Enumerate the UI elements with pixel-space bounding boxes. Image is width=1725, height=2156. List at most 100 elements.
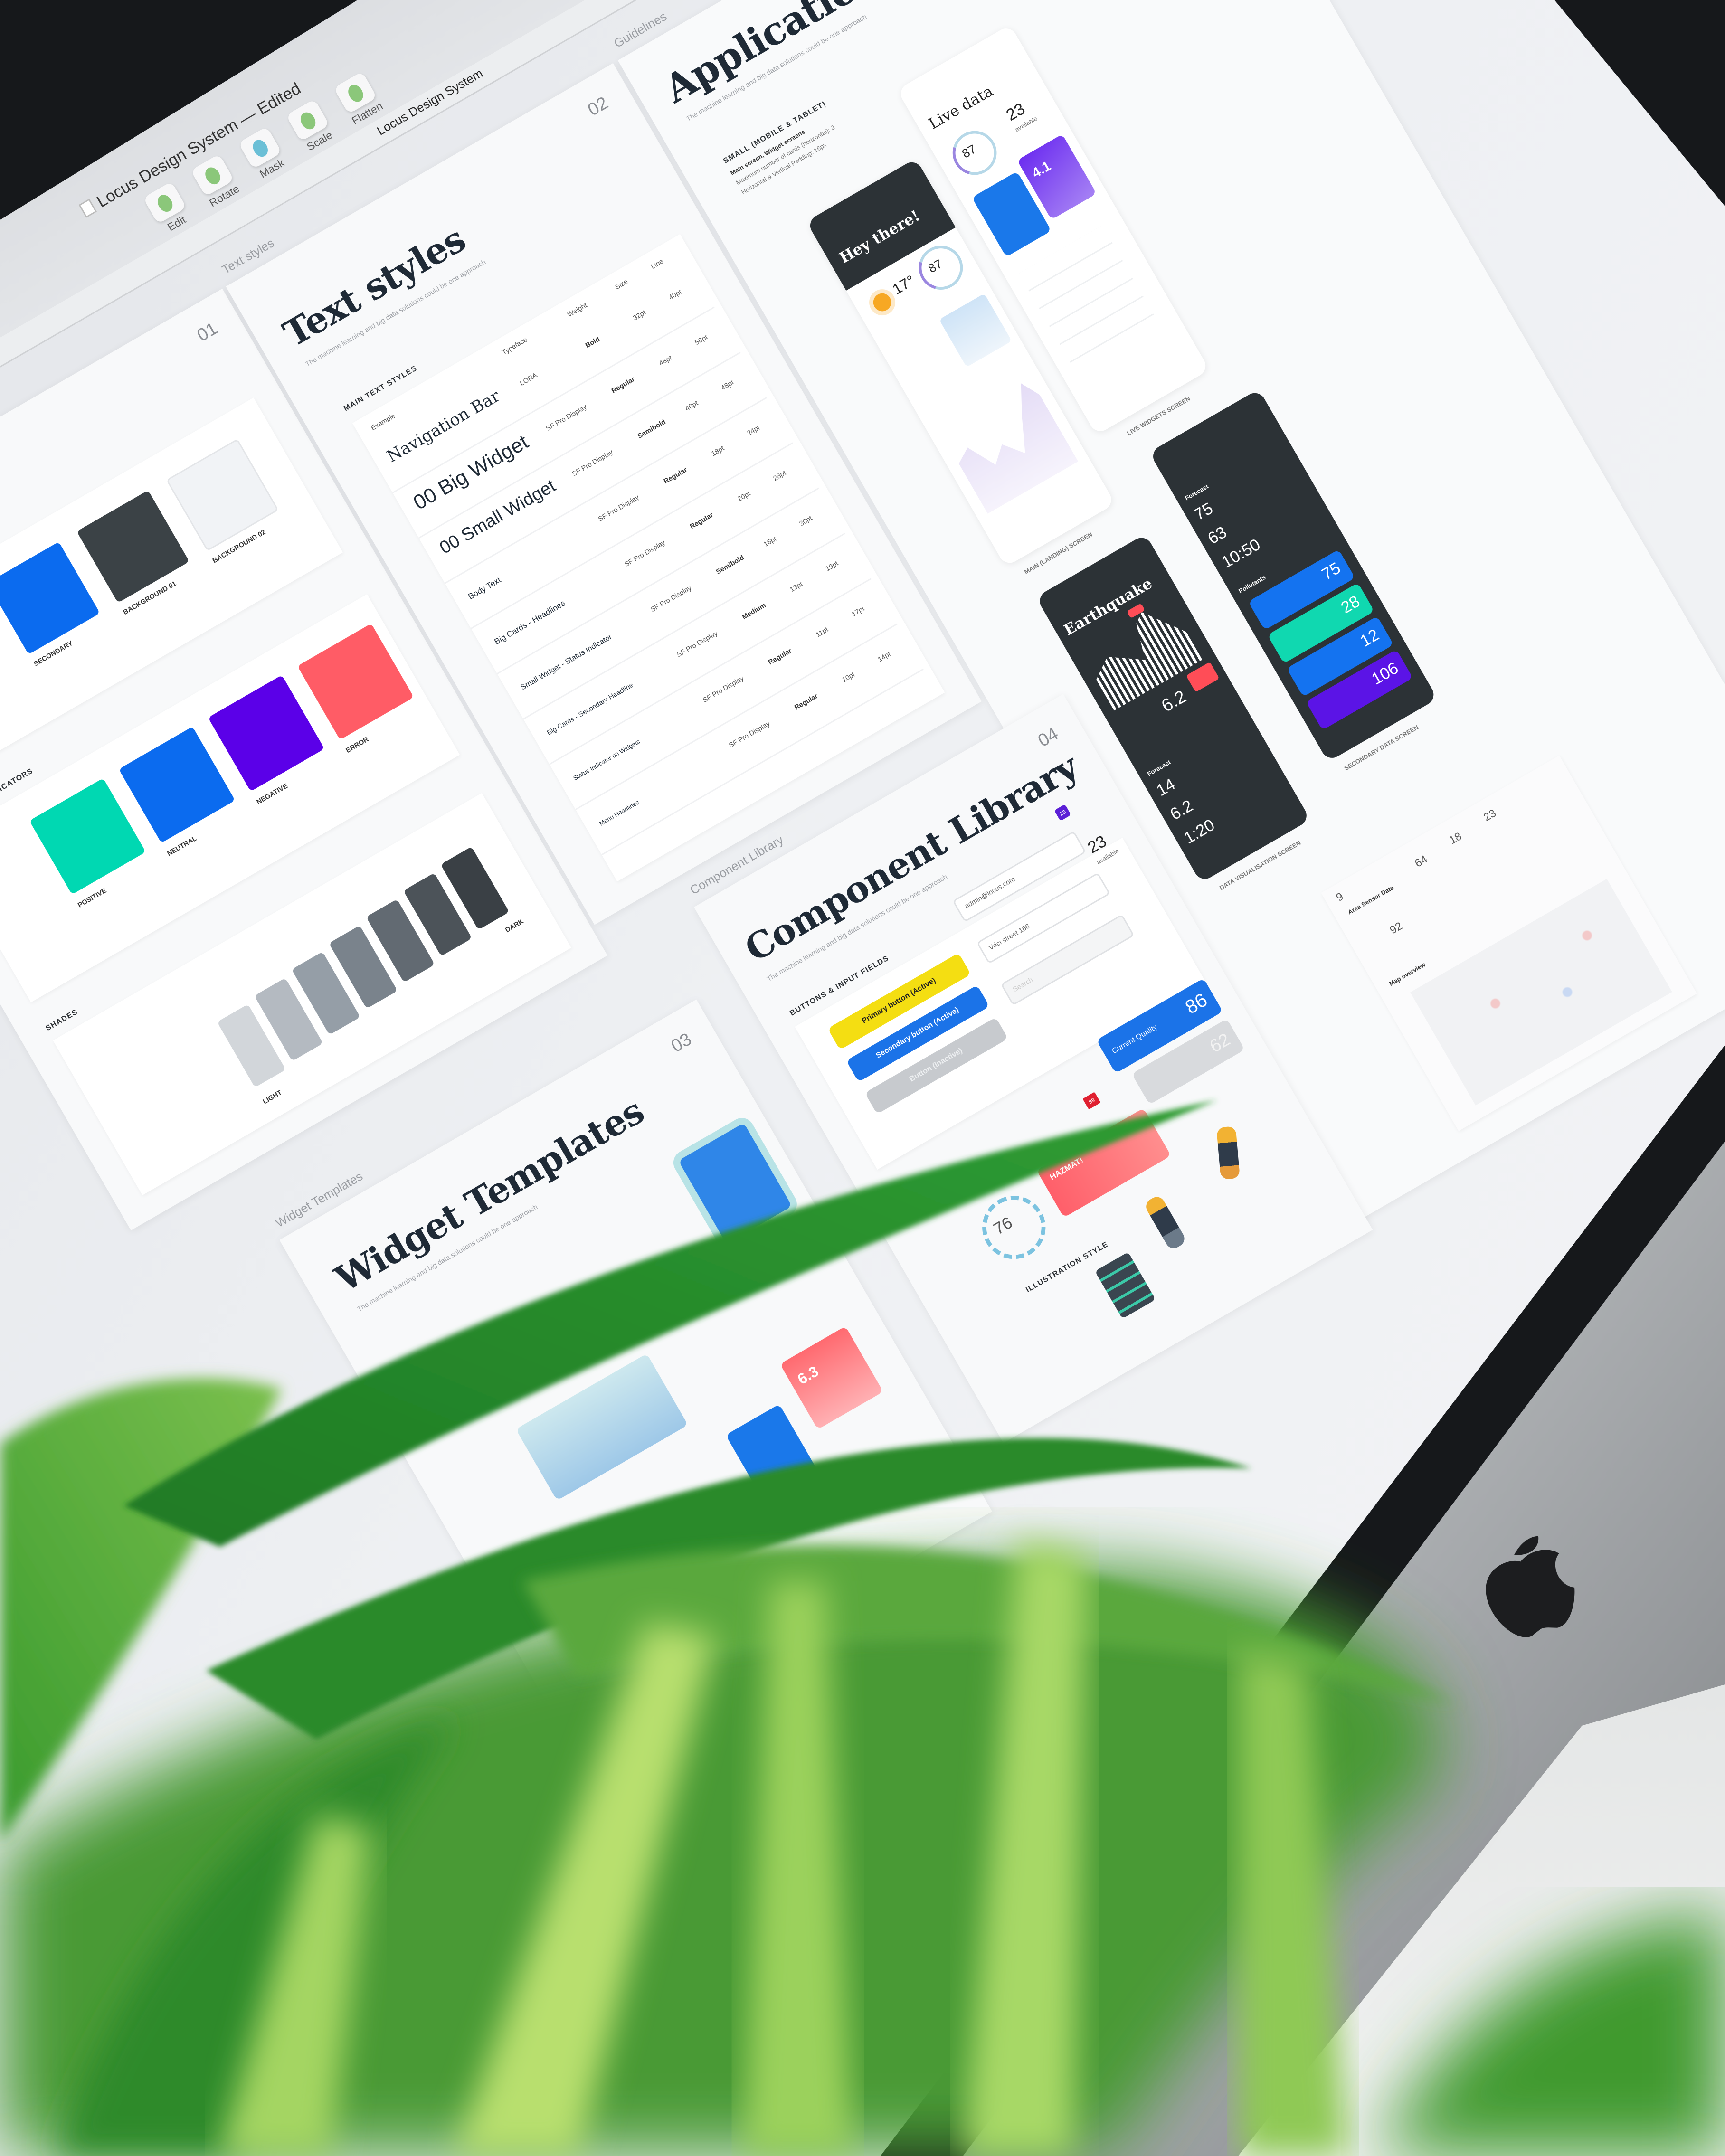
text-style-typeface: SF Pro Display [649,584,693,615]
earthquake-value: 6.3 [795,1363,822,1389]
map-value: 23 [1481,807,1498,824]
earthquake-widget: 6.3 [780,1326,883,1430]
pollutant-value: 75 [1318,558,1344,584]
section-label: Text styles [219,236,277,277]
text-style-weight: Regular [793,692,820,713]
illustration-person [1216,1126,1240,1180]
text-style-weight: Semibold [636,418,668,441]
forecast-value: 75 [1191,498,1216,525]
column-header: Weight [566,302,589,320]
map-overview: Area Sensor Data Map overview 64 18 23 9… [1321,755,1697,1131]
text-style-typeface: SF Pro Display [701,675,746,705]
quality-label: Current Quality [1111,1023,1159,1057]
illustration-person [1143,1194,1187,1251]
text-style-weight: Medium [741,602,768,622]
blue-widget [678,1123,792,1244]
count-badge: 23 [1054,804,1071,822]
map-value: 18 [1447,830,1464,847]
traffic-chart [939,378,1078,514]
text-style-size: 11pt [815,626,830,640]
text-style-typeface: SF Pro Display [597,494,641,524]
text-style-line: 56pt [693,333,710,348]
cards-line: Maximum number of cards (horizontal): 2 [734,123,836,187]
map-value: 64 [1412,853,1430,870]
map-area [1410,879,1672,1106]
magnitude: 6.2 [1157,686,1190,716]
panel-number: 01 [193,317,221,346]
text-style-weight: Semibold [715,554,746,577]
text-style-size: 18pt [710,444,726,459]
illustration-heading: ILLUSTRATION STYLE [1024,1240,1110,1295]
map-title: Map overview [1388,961,1427,987]
alert-title: HAZMAT! [1049,1157,1085,1183]
text-style-weight: Regular [767,647,794,667]
level: 6.2 [1166,795,1196,824]
text-style-example: Body Text [467,577,503,602]
column-header: Line [650,257,665,272]
text-style-typeface: SF Pro Display [728,720,772,750]
flatten-icon-glyph [345,81,366,104]
distance: 14 [1153,774,1179,800]
time: 1:20 [1180,815,1218,848]
greeting: Hey there! [836,207,923,267]
pollutant-value: 106 [1368,658,1402,689]
text-style-weight: Regular [663,466,689,486]
text-style-example: Menu Headlines [598,798,641,827]
area-chart [939,293,1012,368]
section-label: Widget Templates [273,1169,365,1230]
text-style-line: 28pt [772,469,788,483]
edit-icon-glyph [154,191,175,214]
column-header: Typeface [501,336,530,358]
panel-title: Widget Templates [329,1091,652,1301]
purple-value: 4.1 [1030,159,1054,182]
examples-heading: EXAMPLES [649,1527,694,1558]
map-value: 92 [1387,919,1405,937]
pollutant-value: 28 [1337,591,1364,618]
feel-button[interactable] [1186,662,1220,692]
inactive-value: 62 [1206,1029,1234,1057]
text-style-typeface: SF Pro Display [545,403,589,434]
text-style-size: 13pt [788,580,805,595]
text-style-typeface: SF Pro Display [571,448,615,479]
text-style-size: 32pt [632,309,648,323]
menu-list [1019,225,1157,369]
text-style-size: 20pt [736,490,752,504]
pollutants-label: Pollutants [1237,574,1267,595]
text-style-line: 30pt [798,514,814,529]
text-style-weight: Bold [584,335,602,350]
text-style-line: 48pt [720,379,736,393]
apple-logo-icon [1486,1536,1575,1637]
quality-widget [725,1404,817,1501]
text-style-size: 10pt [841,671,857,685]
sun-icon [870,290,895,315]
text-style-line: 24pt [746,424,762,438]
text-style-line: 19pt [824,560,841,574]
text-style-line: 40pt [667,288,683,303]
alert-badge: 89 [1082,1092,1101,1110]
text-style-line: 17pt [850,605,867,619]
text-style-typeface: LORA [519,371,540,388]
chart-widget [515,1353,688,1501]
map-value: 9 [1334,890,1346,904]
live-title: Live data [926,82,996,133]
text-style-size: 48pt [658,354,674,369]
text-style-weight: Regular [610,376,637,396]
scale-icon-glyph [297,109,318,132]
illustration-stack [1095,1252,1156,1319]
column-header: Example [370,412,398,433]
quality-value: 86 [1181,988,1211,1018]
section-label: Guidelines [611,9,669,51]
text-style-typeface: SF Pro Display [623,539,667,569]
column-header: Size [614,278,630,292]
weather-value: 17° [884,1452,910,1476]
text-style-line: 14pt [876,650,893,664]
panel-number: 02 [584,92,612,120]
text-style-size: 16pt [762,535,778,549]
panel-number: 03 [667,1028,695,1057]
text-style-size: 40pt [684,399,700,414]
forecast-value: 63 [1204,522,1230,548]
text-style-weight: Regular [689,511,715,532]
panel-number: 04 [1034,723,1062,751]
rotate-icon-glyph [202,164,223,187]
temperature: 17° [890,273,919,299]
